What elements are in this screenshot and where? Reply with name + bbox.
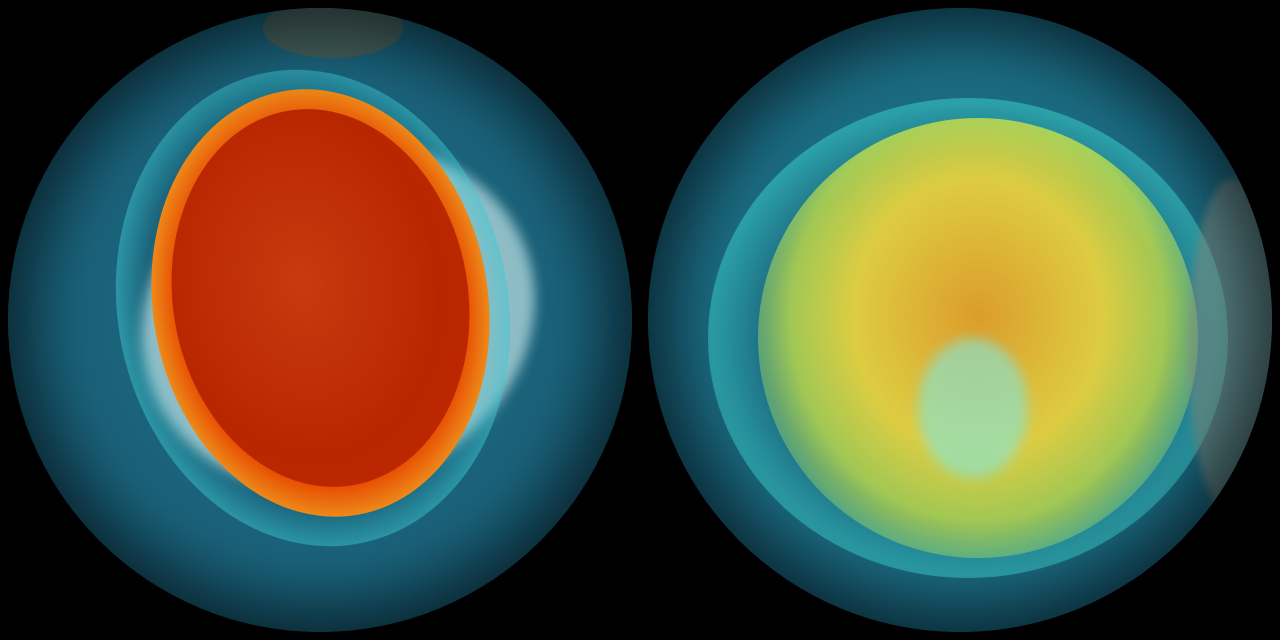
- globe-shading: [648, 8, 1272, 632]
- europe-landmass: [1188, 178, 1272, 518]
- southern-hemisphere-globe: [8, 8, 632, 632]
- globe-shading: [8, 8, 632, 632]
- northern-hemisphere-globe: [648, 8, 1272, 632]
- greenland-landmass: [918, 338, 1028, 478]
- south-america-landmass: [263, 8, 403, 58]
